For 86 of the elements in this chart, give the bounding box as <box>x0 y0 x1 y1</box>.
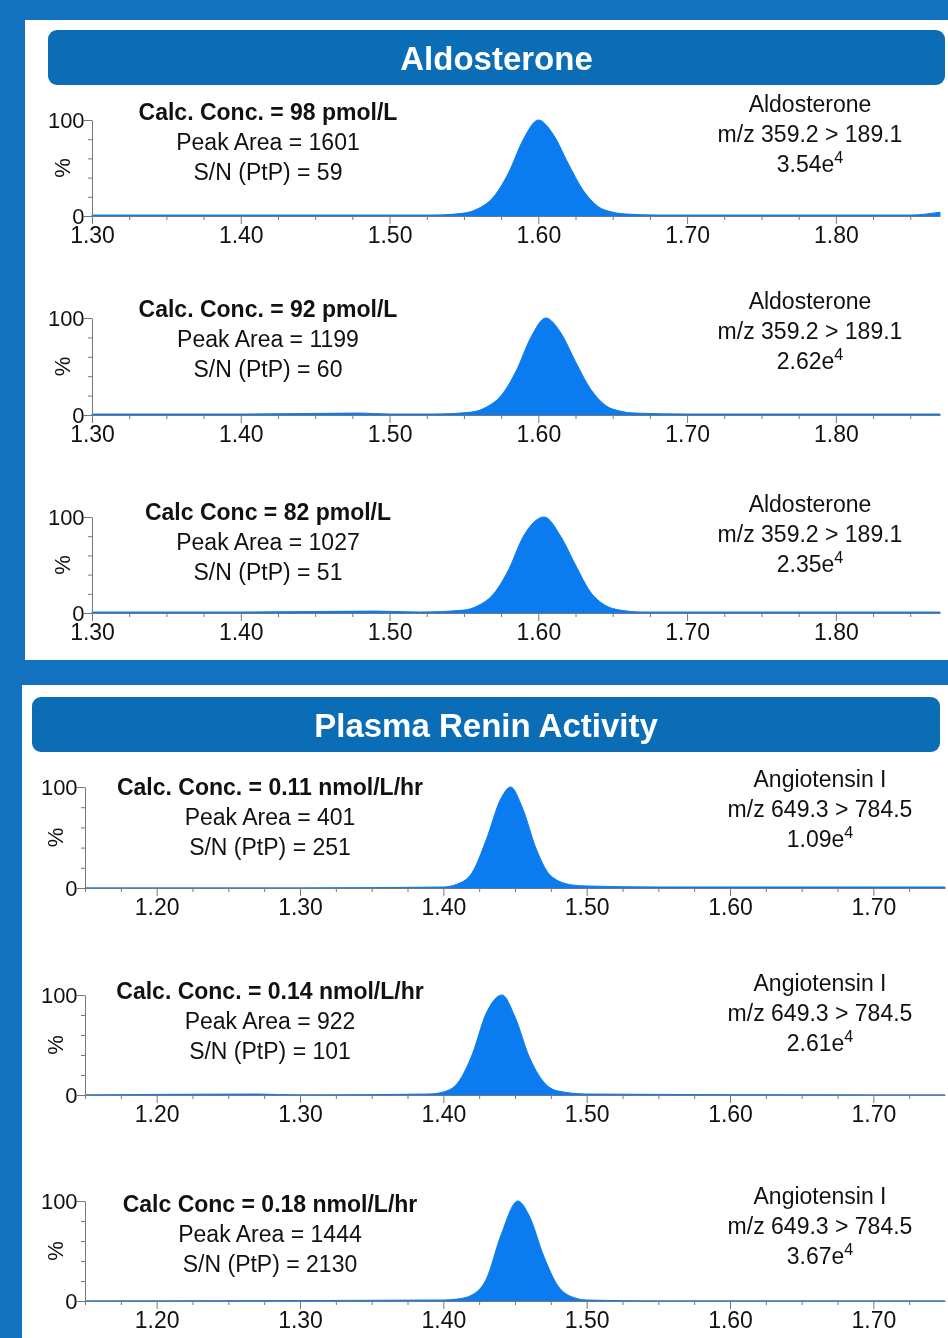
annotation: Calc. Conc. = 98 pmol/L <box>138 99 398 125</box>
annotation: m/z 359.2 > 189.1 <box>717 521 903 547</box>
x-tick-label: 1.60 <box>516 222 562 249</box>
annotation: Peak Area = 1199 <box>177 326 359 352</box>
chart-title: Aldosterone <box>400 40 593 77</box>
x-tick-label: 1.40 <box>421 894 467 921</box>
x-tick-label: 1.70 <box>851 1307 897 1334</box>
x-tick-label: 1.20 <box>134 894 180 921</box>
x-tick-label: 1.30 <box>278 894 323 921</box>
annotation: Peak Area = 1601 <box>176 129 360 155</box>
y-tick-label: 100 <box>40 1188 78 1214</box>
x-tick-label: 1.40 <box>218 619 264 646</box>
text: Aldosterone <box>748 491 872 517</box>
annotation: Angiotensin I <box>753 1183 887 1209</box>
annotation: m/z 649.3 > 784.5 <box>727 796 913 822</box>
x-tick-label: 1.70 <box>665 222 710 249</box>
x-tick-label: 1.30 <box>278 1101 323 1128</box>
x-tick-label: 1.30 <box>278 1307 323 1334</box>
y-tick-label: 0 <box>65 1288 78 1314</box>
x-tick-label: 1.60 <box>708 894 753 921</box>
y-tick-label: 100 <box>40 982 78 1008</box>
x-tick-label: 1.80 <box>813 222 859 249</box>
annotation: S/N (PtP) = 251 <box>189 834 351 860</box>
x-tick-label: 1.40 <box>218 222 264 249</box>
x-tick-label: 1.60 <box>516 619 562 646</box>
annotation: Calc. Conc. = 92 pmol/L <box>138 296 398 322</box>
x-tick-label: 1.70 <box>665 421 710 448</box>
annotation: Calc. Conc. = 0.11 nmol/L/hr <box>116 774 424 800</box>
x-tick-label: 1.40 <box>421 1307 467 1334</box>
x-tick-label: 1.40 <box>421 1101 467 1128</box>
annotation: m/z 649.3 > 784.5 <box>727 1000 913 1026</box>
annotation: Peak Area = 922 <box>184 1008 356 1034</box>
annotation: m/z 649.3 > 784.5 <box>727 1213 913 1239</box>
x-tick-label: 1.50 <box>564 1101 610 1128</box>
annotation: 3.67e$^{4}$ <box>786 1240 854 1269</box>
x-tick-label: 1.20 <box>134 1101 180 1128</box>
annotation: 3.54e$^{4}$ <box>776 148 844 177</box>
x-tick-label: 1.70 <box>665 619 710 646</box>
x-tick-label: 1.40 <box>218 421 264 448</box>
x-tick-label: 1.80 <box>813 619 859 646</box>
text: Aldosterone <box>748 288 872 314</box>
y-tick-label: 100 <box>47 504 85 530</box>
x-tick-label: 1.70 <box>851 1101 897 1128</box>
y-tick-label: 0 <box>65 875 78 901</box>
text: Aldosterone <box>748 91 872 117</box>
annotation: Calc Conc = 0.18 nmol/L/hr <box>122 1191 418 1217</box>
y-axis-title: % <box>50 555 75 575</box>
annotation: Angiotensin I <box>753 766 887 792</box>
annotation: 2.62e$^{4}$ <box>776 345 844 374</box>
y-tick-label: 0 <box>65 1082 78 1108</box>
annotation: Peak Area = 401 <box>184 804 356 830</box>
annotation: Peak Area = 1444 <box>178 1221 362 1247</box>
annotation: Angiotensin I <box>753 970 887 996</box>
x-tick-label: 1.50 <box>367 421 413 448</box>
y-axis-title: % <box>43 1241 68 1261</box>
x-tick-label: 1.20 <box>134 1307 180 1334</box>
x-tick-label: 1.50 <box>367 222 413 249</box>
x-tick-label: 1.50 <box>367 619 413 646</box>
y-axis-title: % <box>43 827 68 848</box>
y-axis-title: % <box>43 1035 68 1055</box>
x-tick-label: 1.50 <box>564 894 610 921</box>
y-tick-label: 100 <box>47 305 85 331</box>
annotation: S/N (PtP) = 51 <box>193 559 343 585</box>
annotation: S/N (PtP) = 101 <box>189 1038 351 1064</box>
annotation: m/z 359.2 > 189.1 <box>717 121 903 147</box>
annotation: S/N (PtP) = 59 <box>193 159 343 185</box>
annotation: 1.09e$^{4}$ <box>786 823 854 852</box>
y-axis-title: % <box>50 356 75 377</box>
annotation: S/N (PtP) = 2130 <box>182 1251 358 1277</box>
chart-title: Plasma Renin Activity <box>314 707 659 744</box>
x-tick-label: 1.60 <box>708 1101 753 1128</box>
annotation: 2.61e$^{4}$ <box>786 1027 854 1056</box>
annotation: Calc Conc = 82 pmol/L <box>144 499 392 525</box>
x-tick-label: 1.60 <box>516 421 562 448</box>
annotation: 2.35e$^{4}$ <box>776 548 844 577</box>
annotation: S/N (PtP) = 60 <box>193 356 343 382</box>
x-tick-label: 1.80 <box>813 421 859 448</box>
x-tick-label: 1.70 <box>851 894 897 921</box>
y-tick-label: 100 <box>40 774 78 800</box>
annotation: Peak Area = 1027 <box>176 529 360 555</box>
x-tick-label: 1.50 <box>564 1307 610 1334</box>
x-tick-label: 1.60 <box>708 1307 753 1334</box>
annotation: Calc. Conc. = 0.14 nmol/L/hr <box>116 978 424 1004</box>
annotation: m/z 359.2 > 189.1 <box>717 318 903 344</box>
y-tick-label: 100 <box>47 107 85 133</box>
y-axis-title: % <box>50 158 75 178</box>
